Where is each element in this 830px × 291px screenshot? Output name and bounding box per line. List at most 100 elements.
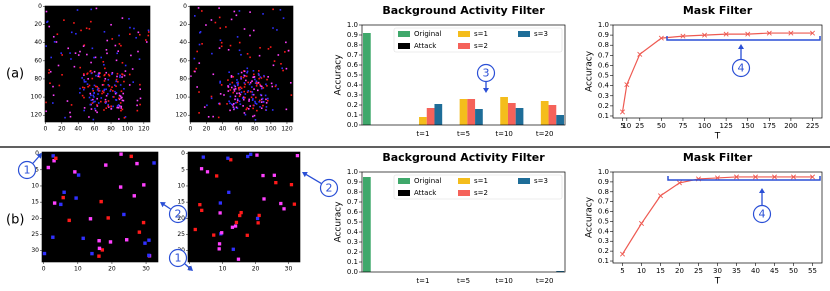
event-pixel (219, 93, 222, 95)
event-pixel (96, 105, 99, 107)
event-pixel (100, 97, 103, 99)
y-tick-label: 0.7 (347, 51, 358, 59)
event-pixel (249, 56, 251, 59)
event-pixel (244, 83, 246, 86)
event-pixel (207, 116, 210, 118)
event-pixel (152, 161, 156, 165)
event-pixel (115, 99, 117, 101)
event-pixel (236, 107, 239, 110)
event-pixel (124, 64, 127, 67)
point (676, 180, 683, 186)
y-tick-label: 0.6 (598, 61, 610, 69)
event-pixel (232, 106, 235, 108)
arrow-head (160, 202, 166, 208)
event-pixel (56, 33, 59, 36)
event-pixel (269, 46, 272, 48)
y-tick-label: 0.4 (347, 228, 359, 236)
arrow-head (738, 44, 744, 49)
event-pixel (272, 8, 274, 11)
event-pixel (90, 99, 93, 102)
event-pixel (59, 202, 63, 207)
event-pixel (105, 71, 108, 74)
legend-label: s=1 (474, 30, 488, 38)
event-pixel (254, 78, 256, 81)
y-tick-label: 80 (179, 75, 187, 82)
x-tick-label: 15 (656, 267, 665, 275)
event-pixel (133, 27, 135, 30)
event-pixel (91, 77, 94, 80)
x-tick-label: t=1 (416, 130, 429, 138)
event-pixel (248, 100, 250, 102)
event-pixel (62, 190, 66, 194)
event-pixel (93, 91, 96, 94)
event-pixel (217, 102, 220, 105)
event-pixel (128, 17, 130, 20)
event-pixel (101, 84, 104, 86)
event-pixel (98, 72, 100, 74)
event-pixel (67, 47, 70, 50)
event-pixel (290, 94, 293, 96)
event-pixel (212, 115, 214, 118)
bar (548, 105, 557, 125)
event-pixel (233, 102, 235, 105)
x-tick-label: 40 (219, 126, 227, 133)
annotation: 1 (175, 252, 182, 265)
event-pixel (111, 72, 114, 74)
event-pixel (90, 20, 92, 23)
event-pixel (235, 106, 238, 109)
event-pixel (97, 246, 102, 251)
event-pixel (254, 102, 257, 105)
event-pixel (52, 85, 54, 88)
event-pixel (102, 83, 105, 86)
event-pixel (226, 103, 228, 105)
event-pixel (107, 103, 110, 106)
legend-swatch (398, 43, 410, 49)
event-pixel (100, 248, 105, 252)
event-pixel (242, 76, 245, 79)
event-pixel (219, 103, 221, 106)
event-pixel (243, 90, 245, 93)
event-pixel (132, 81, 135, 83)
legend-swatch (458, 178, 470, 184)
event-pixel (244, 93, 247, 95)
bar (363, 33, 371, 125)
event-pixel (251, 91, 254, 93)
event-pixel (101, 90, 104, 93)
y-tick-label: 0.1 (598, 257, 609, 265)
y-axis-label: Accuracy (585, 50, 595, 92)
legend-label: s=2 (474, 42, 488, 50)
event-pixel (210, 97, 213, 100)
event-pixel (227, 79, 229, 81)
event-pixel (121, 108, 124, 111)
event-pixel (243, 75, 246, 77)
point (809, 174, 816, 180)
y-tick-label: 100 (31, 94, 43, 101)
event-pixel (83, 88, 85, 91)
event-pixel (54, 156, 58, 161)
event-pixel (198, 112, 200, 114)
event-pixel (107, 84, 110, 86)
event-pixel (92, 101, 95, 103)
event-pixel (249, 81, 252, 84)
event-pixel (246, 71, 248, 74)
event-pixel (265, 109, 268, 111)
event-pixel (219, 39, 222, 42)
event-pixel (271, 85, 274, 88)
event-pixel (80, 29, 82, 32)
event-pixel (236, 101, 239, 104)
event-pixel (259, 99, 261, 102)
legend-label: s=3 (534, 177, 548, 185)
event-pixel (238, 10, 241, 12)
event-pixel (233, 107, 236, 110)
annotation: 2 (175, 208, 182, 221)
event-pixel (252, 98, 254, 100)
event-pixel (244, 96, 246, 99)
annotation-circle (168, 204, 188, 224)
x-tick-label: 120 (138, 126, 150, 133)
line (621, 176, 813, 255)
event-pixel (273, 60, 276, 62)
event-pixel (76, 173, 81, 177)
event-pixel (98, 89, 101, 92)
event-pixel (219, 82, 221, 84)
event-pixel (236, 98, 239, 100)
